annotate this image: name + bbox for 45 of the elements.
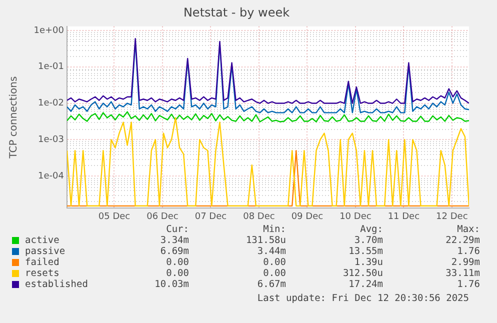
x-tick-label: 10 Dec: [340, 212, 372, 222]
y-axis-title: TCP connections: [8, 76, 20, 160]
text: 0.00: [165, 268, 189, 279]
text: 13.55m: [348, 246, 383, 257]
legend-label: resets: [24, 268, 60, 279]
text: Cur:: [165, 224, 189, 235]
text: Last update: Fri Dec 12 20:30:56 2025: [257, 293, 469, 304]
text: 131.58u: [244, 235, 286, 246]
text: 1.76: [456, 279, 480, 290]
text: 3.34m: [159, 235, 189, 246]
y-tick-label: 1e-03: [38, 134, 64, 145]
text: 10.03m: [154, 279, 189, 290]
text: 0.00: [165, 257, 189, 268]
text: 0.00: [262, 257, 286, 268]
x-tick-label: 12 Dec: [436, 212, 468, 222]
text: 6.69m: [159, 246, 189, 257]
text: 6.67m: [256, 279, 286, 290]
x-tick-label: 06 Dec: [146, 212, 178, 222]
y-tick-label: 1e-02: [38, 98, 64, 109]
text: Max:: [456, 224, 480, 235]
text: 1.76: [456, 246, 480, 257]
x-tick-label: 08 Dec: [243, 212, 275, 222]
text: 312.50u: [342, 268, 383, 279]
text: Avg:: [359, 224, 383, 235]
text: 0.00: [262, 268, 286, 279]
legend-label: active: [24, 235, 60, 246]
y-tick-label: 1e+00: [34, 26, 64, 36]
y-tick-label: 1e-01: [38, 62, 64, 72]
legend-label: failed: [24, 257, 60, 268]
text: 2.99m: [450, 257, 480, 268]
x-tick-label: 05 Dec: [98, 212, 130, 222]
text: 1.39u: [353, 257, 383, 268]
text: 22.29m: [444, 235, 480, 246]
text: 33.11m: [444, 268, 480, 279]
y-tick-label: 1e-04: [38, 171, 64, 182]
x-tick-label: 07 Dec: [194, 212, 227, 222]
x-tick-label: 09 Dec: [291, 212, 324, 222]
text: 3.70m: [353, 235, 383, 246]
legend-label: passive: [24, 246, 66, 257]
text: 3.44m: [256, 246, 286, 257]
text: 17.24m: [348, 279, 383, 290]
text: Min:: [262, 224, 286, 235]
chart-title: Netstat - by week: [183, 5, 290, 20]
x-tick-label: 11 Dec: [388, 212, 420, 222]
legend-label: established: [24, 279, 89, 290]
